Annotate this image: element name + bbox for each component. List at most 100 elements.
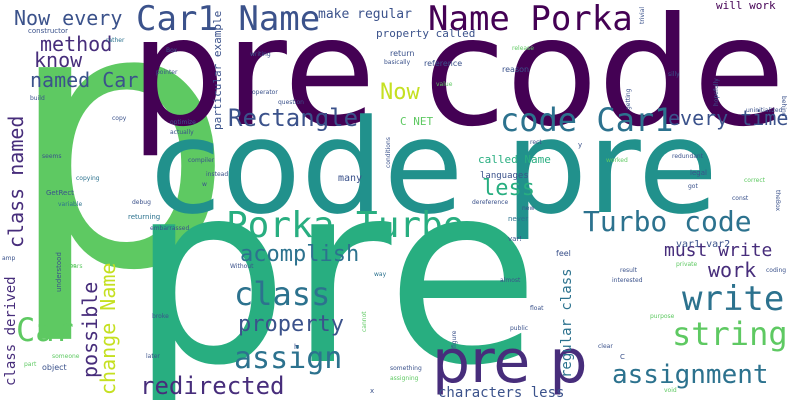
- word-class: class: [234, 275, 331, 313]
- word-dereference: dereference: [472, 199, 509, 206]
- word-called-name: called Name: [478, 153, 551, 166]
- word-coding: coding: [766, 267, 787, 274]
- word-y: y: [578, 141, 583, 149]
- word-writing: writing: [250, 51, 271, 58]
- word-particular-example: particular example: [211, 10, 224, 130]
- word-variable: variable: [58, 201, 83, 208]
- word-getrect: GetRect: [46, 189, 74, 197]
- word-pre-p: pre p: [432, 327, 588, 397]
- word-class-named: class named: [4, 115, 28, 248]
- word-copy: copy: [112, 115, 127, 122]
- word-now: Now: [380, 80, 420, 105]
- word-operator: operator: [252, 89, 278, 96]
- word-languages: languages: [480, 171, 529, 181]
- word-debug: debug: [132, 199, 151, 206]
- word-characters-less: characters less: [438, 385, 565, 400]
- word-trivial: trivial: [639, 6, 646, 24]
- word-almost: almost: [500, 277, 521, 284]
- word-something: something: [390, 365, 422, 372]
- word-result: result: [620, 267, 637, 274]
- word-release: release: [512, 45, 534, 52]
- word-never: never: [508, 215, 529, 223]
- word-clear: clear: [598, 343, 613, 350]
- word-part: part: [24, 361, 37, 368]
- word-p-large: p: [6, 0, 235, 349]
- word-worked: worked: [606, 157, 628, 164]
- word-pre: pre: [130, 129, 540, 400]
- word-seems: seems: [42, 153, 62, 160]
- word-const: const: [732, 195, 749, 202]
- word-know: know: [34, 48, 83, 72]
- word-object: object: [42, 363, 67, 372]
- word-pre-code: pre code: [130, 0, 786, 160]
- word-compiler: compiler: [188, 157, 215, 164]
- word-property-called: property called: [376, 27, 476, 40]
- word-public: public: [510, 325, 529, 332]
- word-acomplish: acomplish: [240, 242, 360, 267]
- word-interested: interested: [612, 277, 643, 284]
- word-will-work: will work: [716, 0, 776, 12]
- word-new: new: [522, 205, 535, 212]
- word-class-derived: class derived: [3, 276, 19, 386]
- word-rather: rather: [106, 37, 125, 44]
- word-reference: reference: [424, 59, 463, 68]
- word-redundant: redundant: [672, 153, 704, 160]
- word-write: write: [682, 279, 785, 319]
- word-method: method: [40, 32, 113, 56]
- word-car: Car: [16, 311, 74, 349]
- word-property: property: [238, 312, 344, 337]
- word-regular-class: regular class: [559, 268, 575, 378]
- word-rectangle: Rectangle: [228, 104, 359, 132]
- word-less: less: [482, 176, 535, 201]
- word-conditions: conditions: [385, 137, 392, 168]
- word-instead: instead: [206, 171, 229, 178]
- word-figure: figure: [451, 330, 458, 348]
- word-purpose: purpose: [650, 313, 675, 320]
- word-x: x: [370, 387, 375, 395]
- word-now-every: Now every: [14, 6, 123, 30]
- word-var: var!: [508, 235, 523, 243]
- word-constructor: constructor: [28, 27, 69, 35]
- word-feel: feel: [556, 249, 571, 258]
- word-var1-var2: var1 var2: [676, 239, 731, 250]
- word-amp: amp: [2, 255, 16, 262]
- word-silly: silly: [668, 71, 680, 78]
- word-float: float: [530, 305, 544, 312]
- word-broke: broke: [152, 313, 169, 320]
- word-actually: actually: [170, 129, 194, 136]
- word-turbo-code: Turbo code: [583, 205, 752, 238]
- word-home: home: [62, 263, 77, 269]
- word-redirected: redirected: [140, 372, 285, 400]
- word-c: C: [620, 353, 625, 361]
- word-assigning: assigning: [390, 375, 419, 382]
- word-name-porka: Name Porka: [428, 0, 633, 39]
- word-c-net: C NET: [400, 115, 434, 128]
- word-question: question: [278, 99, 304, 106]
- word-every-time: every time: [668, 106, 789, 130]
- word-private: private: [676, 261, 698, 268]
- word-box: Box: [166, 47, 178, 54]
- word-assign: assign: [234, 341, 343, 376]
- word-behind: behind: [780, 96, 787, 117]
- word-code-pre: code pre: [150, 91, 718, 243]
- word-uninitialized: uninitialized: [746, 107, 783, 114]
- word-w: w: [202, 181, 207, 188]
- word-many: many: [338, 173, 363, 184]
- word-porka-turbo: Porka Turbo: [226, 205, 465, 246]
- word-work: work: [708, 258, 757, 282]
- word-assignment: assignment: [612, 360, 769, 390]
- word-legal: legal: [690, 169, 707, 177]
- word-someone: someone: [52, 353, 80, 360]
- word-later: later: [146, 353, 160, 360]
- word-loaner: cannot: [361, 311, 368, 332]
- word-must-write: must write: [664, 240, 773, 261]
- word-years: years: [66, 263, 83, 270]
- word-thebox: theBox: [774, 190, 781, 211]
- word-getting: getting: [625, 88, 632, 110]
- word-embarrassed: embarrassed: [150, 225, 190, 232]
- word-reason: reason: [502, 65, 530, 74]
- word-copying: copying: [76, 175, 100, 182]
- word-pointer: pointer: [156, 69, 178, 76]
- word-possible: possible: [78, 281, 102, 378]
